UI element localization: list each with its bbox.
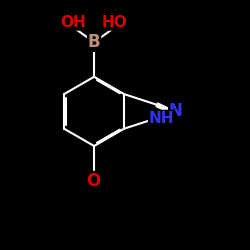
Text: NH: NH bbox=[149, 110, 174, 126]
Text: B: B bbox=[88, 33, 101, 51]
Text: O: O bbox=[86, 172, 100, 190]
Text: N: N bbox=[169, 102, 183, 120]
Text: OH: OH bbox=[61, 15, 86, 30]
Text: HO: HO bbox=[102, 15, 128, 30]
